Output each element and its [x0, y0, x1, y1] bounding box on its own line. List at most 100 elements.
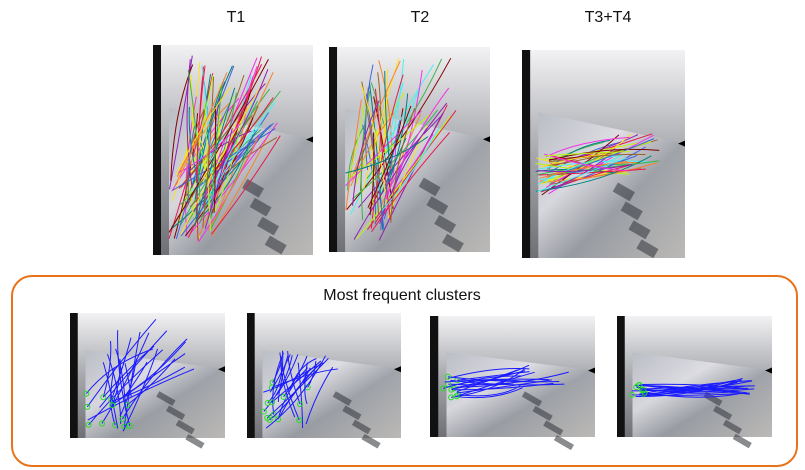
trajectory: [450, 379, 565, 386]
trajectory: [451, 368, 526, 398]
trajectory: [356, 115, 451, 240]
trajectory: [187, 69, 201, 203]
trajectory: [187, 56, 262, 238]
trajectory: [210, 84, 223, 219]
window-shape: [713, 405, 733, 421]
trajectory: [540, 162, 658, 183]
trajectory: [188, 106, 199, 179]
trajectory: [267, 350, 284, 404]
trajectory: [271, 368, 338, 388]
endpoint: [629, 391, 636, 398]
trajectory: [115, 348, 127, 412]
trajectory: [214, 120, 242, 212]
trajectory: [443, 379, 527, 389]
trajectory: [374, 88, 391, 220]
cluster-frame: [11, 275, 798, 467]
trajectory: [364, 64, 374, 171]
trajectory: [639, 384, 740, 391]
window-shape: [249, 197, 272, 217]
endpoint: [633, 384, 640, 391]
trajectory: [381, 127, 440, 211]
trajectory: [111, 359, 121, 406]
trajectory: [351, 109, 439, 200]
trajectory: [180, 81, 264, 235]
window-shape: [612, 182, 635, 202]
trajectory: [459, 387, 523, 399]
trajectory: [102, 362, 119, 429]
window-shape: [242, 178, 264, 198]
trajectory: [112, 366, 186, 402]
trajectory: [178, 123, 241, 174]
endpoint: [99, 420, 106, 427]
trajectory: [535, 155, 652, 192]
dark-edge: [329, 47, 338, 252]
trajectory: [350, 64, 435, 215]
dark-edge: [522, 50, 531, 258]
marker: [765, 367, 772, 374]
trajectory: [124, 363, 132, 397]
trajectory: [350, 110, 397, 187]
dark-edge: [153, 45, 161, 255]
trajectory: [110, 367, 116, 426]
endpoint: [296, 417, 303, 424]
photo: [153, 45, 313, 255]
endpoint: [440, 385, 447, 392]
trajectory: [539, 160, 628, 179]
trajectory: [279, 352, 300, 421]
trajectory: [168, 58, 269, 233]
window-shape: [620, 201, 643, 221]
trajectory: [305, 366, 334, 425]
trajectory: [538, 160, 654, 170]
window-shape: [257, 216, 280, 236]
dark-edge: [70, 313, 78, 438]
trajectory: [87, 368, 195, 421]
trajectory: [187, 125, 196, 205]
trajectory: [123, 341, 186, 397]
trajectory: [367, 105, 412, 208]
endpoint: [84, 403, 91, 410]
endpoint: [453, 393, 460, 400]
trajectory: [546, 155, 610, 191]
trajectory: [643, 385, 750, 391]
trajectory: [194, 65, 233, 200]
trajectory: [444, 378, 549, 383]
trajectory: [121, 338, 188, 420]
trajectory: [269, 354, 291, 393]
column-label: T2: [411, 9, 430, 26]
trajectory: [631, 379, 736, 392]
trajectory: [175, 86, 232, 176]
trajectory: [178, 102, 231, 174]
trajectory: [122, 348, 159, 432]
window-shape: [175, 419, 195, 435]
photo: [430, 316, 595, 451]
window-shape: [426, 196, 449, 215]
trajectory: [548, 153, 646, 163]
trajectory: [204, 128, 233, 229]
window-shape: [722, 419, 743, 435]
trajectory: [639, 380, 752, 395]
trajectory: [369, 132, 375, 216]
trajectory: [277, 354, 289, 402]
trajectory: [456, 371, 535, 397]
trajectory: [101, 332, 150, 424]
window-shape: [628, 220, 651, 240]
dark-edge: [430, 316, 439, 437]
trajectory: [174, 72, 228, 187]
marker: [394, 366, 401, 373]
trajectory: [448, 371, 569, 386]
window-shape: [351, 419, 372, 435]
trajectory: [384, 87, 450, 198]
window-shape: [442, 233, 464, 253]
trajectory: [451, 382, 554, 391]
endpoint: [280, 393, 287, 400]
trajectory: [202, 69, 269, 196]
endpoint: [119, 415, 126, 422]
trajectory: [391, 133, 434, 193]
trajectory: [185, 109, 205, 197]
column-label: T3+T4: [585, 9, 632, 26]
photo: [329, 47, 490, 253]
endpoint: [297, 401, 304, 408]
trajectory: [117, 330, 131, 426]
trajectory: [451, 364, 530, 390]
trajectory: [537, 157, 627, 193]
